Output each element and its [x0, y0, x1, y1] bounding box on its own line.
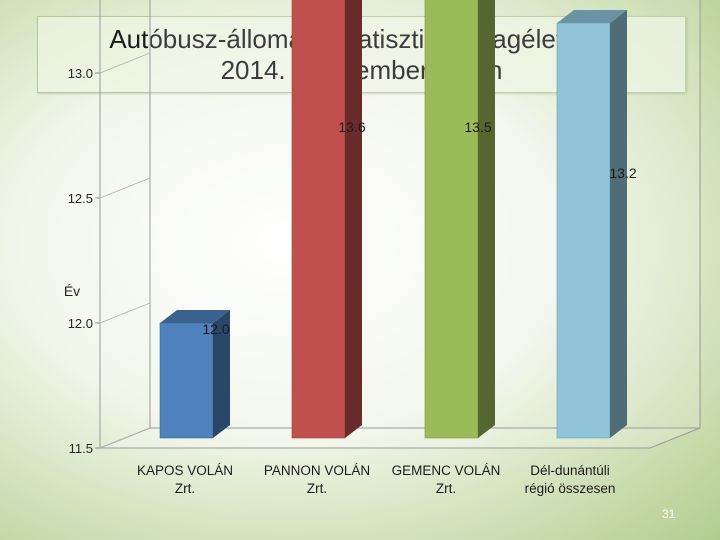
bar-front	[291, 0, 346, 439]
y-tick-depth-line	[99, 302, 151, 324]
category-label: GEMENC VOLÁN	[392, 463, 501, 478]
y-tick-label: 12.5	[68, 191, 93, 206]
y-tick-depth-line	[99, 427, 151, 449]
category-label: Zrt.	[436, 481, 456, 496]
category-label: PANNON VOLÁN	[264, 463, 370, 478]
bar-side	[610, 10, 627, 438]
y-tick-depth-line	[99, 52, 151, 74]
category-label: KAPOS VOLÁN	[137, 463, 233, 478]
bar-front	[556, 22, 611, 439]
y-tick-depth-line	[99, 177, 151, 199]
data-label: 13.6	[338, 119, 365, 135]
bar-side	[345, 0, 362, 438]
bar-front	[159, 322, 214, 439]
category-label: Zrt.	[307, 481, 327, 496]
bar-side	[213, 310, 230, 438]
bar-top	[160, 310, 230, 323]
bar-front	[424, 0, 479, 439]
data-label: 12.0	[202, 321, 229, 337]
bar-side	[478, 0, 495, 438]
category-label: Dél-dunántúli	[530, 463, 610, 478]
category-label: régió összesen	[525, 481, 616, 496]
y-tick-label: 13.0	[68, 66, 93, 81]
y-tick-label: 12.0	[68, 316, 93, 331]
y-tick-label: 11.5	[69, 441, 93, 456]
y-axis-title: Év	[64, 283, 80, 299]
category-label: Zrt.	[175, 481, 195, 496]
data-label: 13.5	[464, 119, 491, 135]
data-label: 13.2	[609, 165, 636, 181]
bar-top	[557, 10, 627, 23]
page-number: 31	[662, 507, 676, 521]
